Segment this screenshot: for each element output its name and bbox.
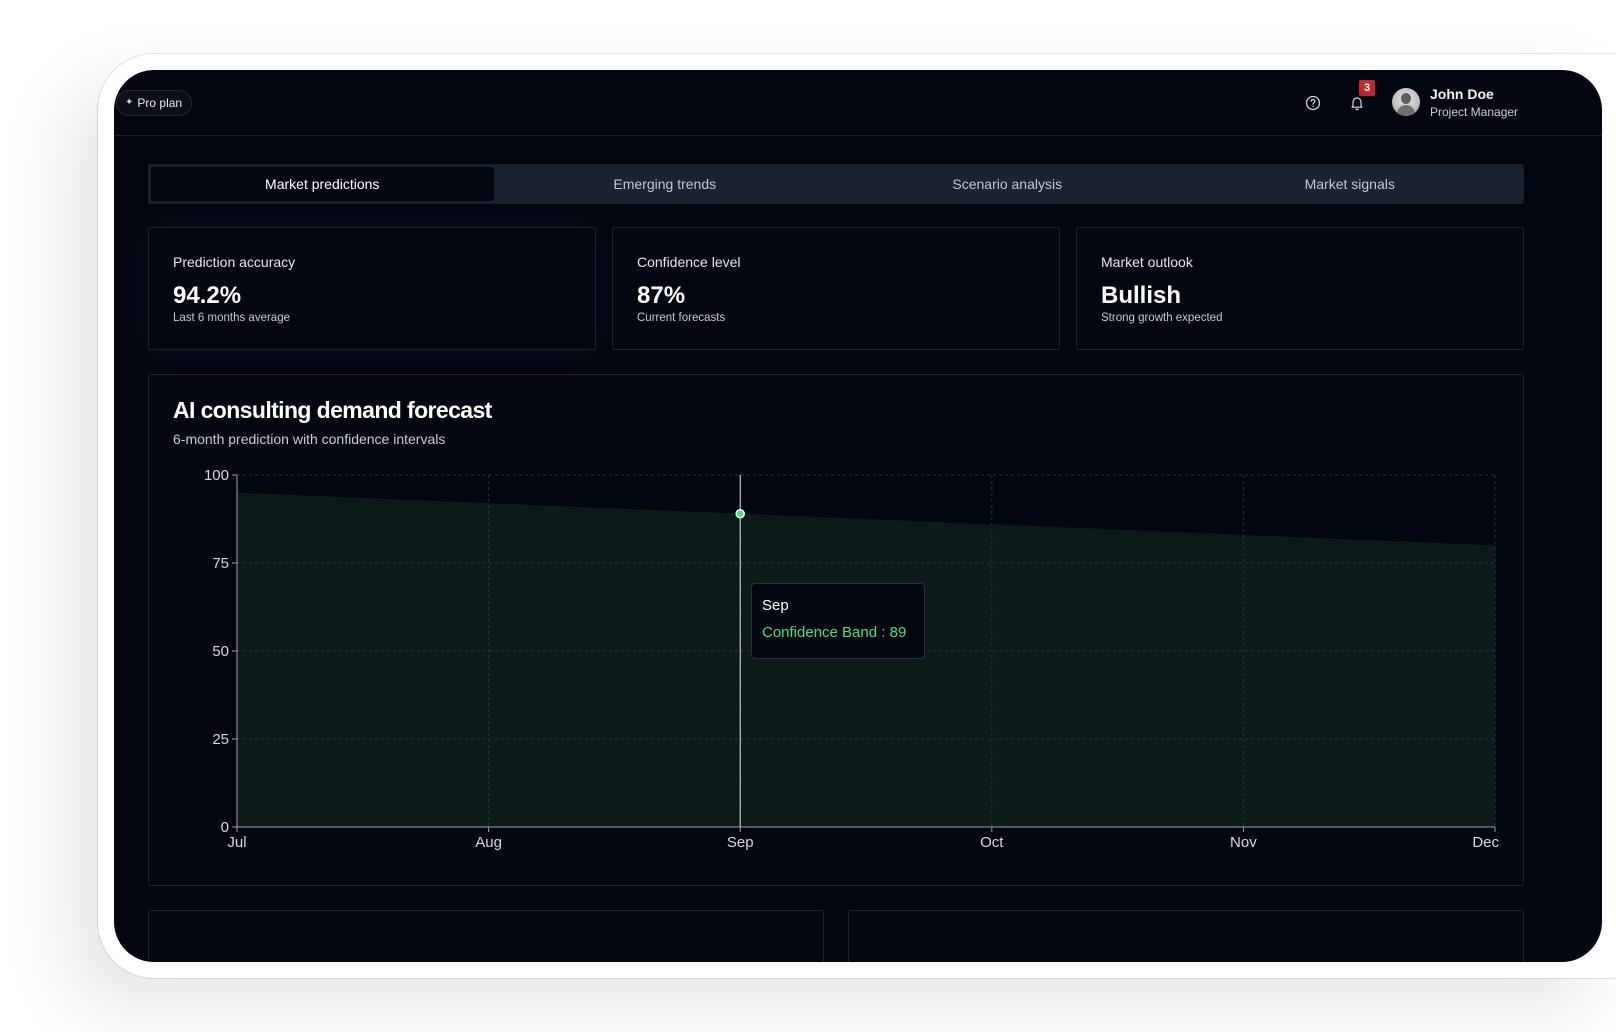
tab-market-signals[interactable]: Market signals [1304,176,1395,192]
help-circle-icon [1305,95,1321,111]
x-tick-label: Oct [980,834,1004,851]
chart-tooltip: Sep Confidence Band : 89 [751,583,925,659]
lower-panel-left [148,910,824,962]
forecast-panel: AI consulting demand forecast 6-month pr… [148,374,1524,886]
avatar[interactable] [1392,88,1420,116]
pro-plan-badge[interactable]: ✦ Pro plan [116,90,193,116]
stat-subtext: Strong growth expected [1101,312,1223,324]
sparkle-icon: ✦ [125,97,134,108]
stat-card-market-outlook: Market outlook Bullish Strong growth exp… [1076,227,1524,350]
app-screen: ✦ Pro plan 3 John Doe [114,70,1602,962]
notification-count-badge: 3 [1359,80,1375,96]
stat-card-prediction-accuracy: Prediction accuracy 94.2% Last 6 months … [148,227,596,350]
notifications-button[interactable] [1346,92,1368,114]
stat-value: Bullish [1101,282,1182,309]
user-name[interactable]: John Doe [1430,86,1494,102]
stat-label: Market outlook [1101,254,1193,270]
tooltip-value: 89 [889,624,907,641]
tab-emerging-trends[interactable]: Emerging trends [613,176,717,192]
stat-value: 87% [637,282,686,309]
tab-bar: Market predictions Emerging trends Scena… [148,164,1524,204]
device-frame: ✦ Pro plan 3 John Doe [98,54,1616,978]
tooltip-title: Sep [762,597,789,614]
tab-market-predictions[interactable]: Market predictions [151,167,494,201]
pro-plan-label: Pro plan [137,96,183,110]
top-bar: ✦ Pro plan 3 John Doe [114,70,1602,136]
stat-label: Confidence level [637,254,741,270]
forecast-chart[interactable]: 0 25 50 75 100 Jul Aug Sep Oct Nov Dec [149,375,1525,887]
confidence-band-area [237,492,1495,827]
y-tick-label: 100 [204,467,229,484]
y-tick-label: 0 [221,819,229,836]
hover-data-point [735,508,745,519]
x-tick-label: Aug [475,834,502,851]
chart-title: AI consulting demand forecast [173,397,492,423]
tab-scenario-analysis[interactable]: Scenario analysis [952,176,1063,192]
x-tick-label: Sep [727,834,754,851]
y-tick-label: 50 [212,643,229,660]
tooltip-series: Confidence Band [762,624,878,641]
stat-label: Prediction accuracy [173,254,296,270]
user-role: Project Manager [1430,105,1519,119]
y-tick-label: 75 [212,555,229,572]
x-tick-label: Jul [227,834,246,851]
bell-icon [1351,97,1363,111]
y-tick-label: 25 [212,731,229,748]
help-button[interactable] [1302,92,1324,114]
chart-subtitle: 6-month prediction with confidence inter… [173,431,446,447]
stat-value: 94.2% [173,282,242,309]
x-tick-label: Nov [1230,834,1257,851]
stat-card-confidence-level: Confidence level 87% Current forecasts [612,227,1060,350]
stat-subtext: Last 6 months average [173,312,290,324]
x-tick-label: Dec [1472,834,1499,851]
tooltip-value-line: Confidence Band : 89 [762,624,907,641]
stat-subtext: Current forecasts [637,312,726,324]
lower-panel-right [848,910,1524,962]
